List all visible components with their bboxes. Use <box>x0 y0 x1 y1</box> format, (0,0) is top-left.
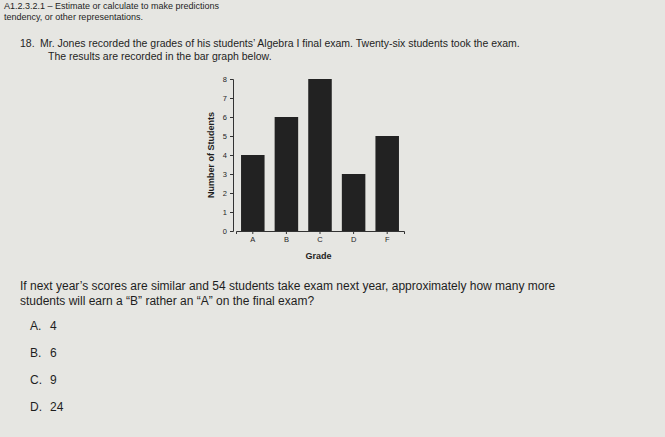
x-axis-line <box>237 232 405 235</box>
x-tick-mark <box>252 231 253 234</box>
x-tick-label: D <box>351 235 357 244</box>
y-tick-label: 7 <box>223 94 227 103</box>
bar <box>241 155 265 231</box>
y-tick: 8 <box>223 75 233 84</box>
bar <box>275 117 299 231</box>
y-axis-line <box>230 80 234 232</box>
choice-text: 9 <box>50 373 57 387</box>
x-tick: A <box>250 231 255 244</box>
x-tick: D <box>351 231 357 244</box>
x-tick-mark <box>320 231 321 234</box>
y-tick-label: 8 <box>223 75 227 84</box>
question-line: The results are recorded in the bar grap… <box>48 50 272 62</box>
question-line: Mr. Jones recorded the grades of his stu… <box>40 37 520 49</box>
y-tick-label: 0 <box>223 227 227 236</box>
x-tick-mark <box>387 231 388 234</box>
x-tick-label: A <box>250 235 255 244</box>
question-number: 18. <box>20 37 35 49</box>
bar <box>308 79 332 231</box>
y-tick: 4 <box>223 151 233 160</box>
x-tick: B <box>284 231 289 244</box>
x-tick-mark <box>286 231 287 234</box>
bar <box>342 174 366 231</box>
y-tick: 5 <box>223 132 233 141</box>
x-tick: F <box>385 231 390 244</box>
x-tick: C <box>317 231 323 244</box>
y-tick-label: 4 <box>223 151 227 160</box>
y-tick-label: 5 <box>223 132 227 141</box>
y-tick-label: 3 <box>223 170 227 179</box>
y-tick-mark <box>230 117 233 118</box>
y-axis: 0 1 2 3 4 5 6 7 8 <box>223 75 234 236</box>
header-line: A1.2.3.2.1 – Estimate or calculate to ma… <box>4 1 220 11</box>
choice-text: 4 <box>50 319 57 333</box>
choice-letter: B. <box>30 346 41 360</box>
y-tick-mark <box>230 212 233 213</box>
choice-letter: A. <box>30 319 41 333</box>
y-tick-mark <box>230 98 233 99</box>
y-tick-mark <box>230 155 233 156</box>
y-tick-mark <box>230 79 233 80</box>
choice-letter: C. <box>30 373 42 387</box>
y-tick-mark <box>230 231 233 232</box>
header-line: tendency, or other representations. <box>4 12 143 22</box>
prompt-line: students will earn a “B” rather an “A” o… <box>20 294 314 308</box>
y-axis-title: Number of Students <box>206 112 216 198</box>
choice-text: 24 <box>50 400 64 414</box>
x-axis-title: Grade <box>305 251 331 261</box>
y-tick-mark <box>230 174 233 175</box>
y-tick-mark <box>230 136 233 137</box>
y-tick-mark <box>230 193 233 194</box>
bars <box>241 79 399 231</box>
y-tick-label: 2 <box>223 189 227 198</box>
y-tick: 7 <box>223 94 233 103</box>
x-tick-label: C <box>317 235 323 244</box>
choice-letter: D. <box>30 400 42 414</box>
x-tick-label: F <box>385 235 390 244</box>
prompt-line: If next year’s scores are similar and 54… <box>20 279 555 293</box>
y-tick: 0 <box>223 227 233 236</box>
y-tick: 3 <box>223 170 233 179</box>
y-tick: 2 <box>223 189 233 198</box>
bar <box>375 136 399 231</box>
y-tick-label: 1 <box>223 208 227 217</box>
y-tick: 6 <box>223 113 233 122</box>
choice-text: 6 <box>50 346 57 360</box>
x-tick-label: B <box>284 235 289 244</box>
y-tick-label: 6 <box>223 113 227 122</box>
y-tick: 1 <box>223 208 233 217</box>
page: A1.2.3.2.1 – Estimate or calculate to ma… <box>0 0 665 437</box>
x-axis: ABCDF <box>237 231 405 244</box>
x-tick-mark <box>353 231 354 234</box>
